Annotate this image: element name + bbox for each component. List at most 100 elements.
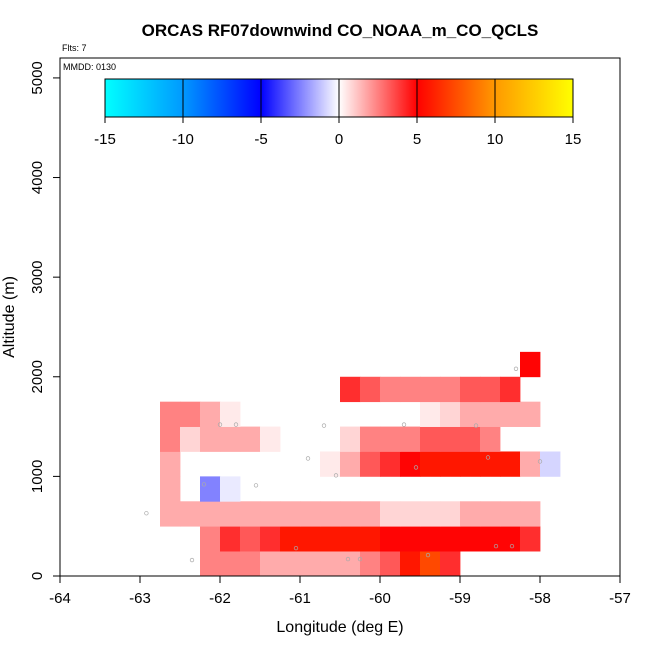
heatmap-cell bbox=[440, 501, 461, 527]
heatmap-cell bbox=[420, 426, 441, 452]
colorbar-tick-label: -10 bbox=[172, 131, 194, 148]
heatmap-cell bbox=[340, 501, 361, 527]
colorbar-tick-label: 0 bbox=[335, 131, 343, 148]
heatmap-cell bbox=[500, 401, 521, 427]
y-tick-label: 5000 bbox=[29, 61, 46, 94]
heatmap-cell bbox=[220, 501, 241, 527]
heatmap-cell bbox=[480, 501, 501, 527]
heatmap-cell bbox=[340, 426, 361, 452]
data-point bbox=[189, 557, 195, 563]
heatmap-cell bbox=[360, 376, 381, 403]
heatmap-cell bbox=[440, 526, 461, 552]
y-tick-label: 2000 bbox=[29, 360, 46, 393]
heatmap-cell bbox=[180, 426, 201, 452]
heatmap-cell bbox=[360, 526, 381, 552]
x-tick-label: -58 bbox=[529, 590, 551, 607]
heatmap-cell bbox=[520, 501, 541, 527]
heatmap-cell bbox=[360, 501, 381, 527]
data-point bbox=[537, 459, 543, 464]
data-point bbox=[509, 543, 515, 549]
heatmap-cell bbox=[280, 551, 301, 577]
x-axis-label: Longitude (deg E) bbox=[276, 619, 403, 636]
heatmap-cell bbox=[300, 551, 321, 577]
heatmap-cell bbox=[180, 401, 201, 427]
data-point bbox=[217, 422, 223, 427]
data-point bbox=[401, 422, 407, 427]
date-label: MMDD: 0130 bbox=[63, 62, 116, 72]
heatmap-cell bbox=[480, 451, 501, 477]
heatmap-cell bbox=[160, 476, 181, 502]
heatmap-cell bbox=[340, 376, 361, 403]
heatmap-cell bbox=[520, 526, 541, 552]
heatmap-cell bbox=[400, 426, 421, 452]
colorbar: -15 -10 -5 0 5 10 15 bbox=[94, 78, 581, 148]
heatmap-cell bbox=[380, 526, 401, 552]
heatmap-cell bbox=[400, 551, 421, 577]
data-point bbox=[425, 552, 431, 558]
heatmap-cell bbox=[220, 551, 241, 577]
heatmap-cell bbox=[180, 501, 201, 527]
heatmap-cell bbox=[400, 526, 421, 552]
heatmap-cell bbox=[440, 451, 461, 477]
heatmap-cell bbox=[520, 351, 541, 378]
heatmap-cell bbox=[300, 501, 321, 527]
data-point bbox=[333, 473, 339, 478]
x-tick-label: -64 bbox=[49, 590, 71, 607]
y-axis: 0 1000 2000 3000 4000 5000 bbox=[29, 61, 60, 580]
data-point bbox=[493, 543, 499, 549]
heatmap-cell bbox=[220, 476, 241, 502]
colorbar-ticks: -15 -10 -5 0 5 10 15 bbox=[94, 79, 581, 148]
chart-title: ORCAS RF07downwind CO_NOAA_m_CO_QCLS bbox=[142, 21, 539, 40]
heatmap-cell bbox=[480, 526, 501, 552]
heatmap-cell bbox=[460, 501, 481, 527]
x-tick-label: -57 bbox=[609, 590, 631, 607]
heatmap-cell bbox=[400, 451, 421, 477]
x-tick-label: -60 bbox=[369, 590, 391, 607]
x-tick-label: -61 bbox=[289, 590, 311, 607]
heatmap-cell bbox=[500, 501, 521, 527]
data-point bbox=[253, 483, 259, 488]
heatmap-cell bbox=[260, 501, 281, 527]
heatmap-cell bbox=[440, 426, 461, 452]
heatmap-cell bbox=[500, 376, 521, 403]
y-tick-label: 4000 bbox=[29, 161, 46, 194]
heatmap-cell bbox=[420, 551, 441, 577]
heatmap-cell bbox=[420, 451, 441, 477]
heatmap-cell bbox=[480, 426, 501, 452]
heatmap-cell bbox=[380, 551, 401, 577]
heatmap-cell bbox=[320, 526, 341, 552]
heatmap-cell bbox=[420, 401, 441, 427]
heatmap-cell bbox=[300, 526, 321, 552]
data-point bbox=[357, 556, 363, 562]
heatmap-cell bbox=[160, 451, 181, 477]
data-point bbox=[413, 465, 419, 470]
heatmap-cell bbox=[220, 401, 241, 427]
heatmap-cell bbox=[460, 401, 481, 427]
heatmap-cells bbox=[160, 351, 561, 577]
heatmap-cell bbox=[320, 451, 341, 477]
data-point bbox=[201, 482, 207, 487]
heatmap-cell bbox=[260, 526, 281, 552]
heatmap-cell bbox=[200, 401, 221, 427]
heatmap-cell bbox=[440, 551, 461, 577]
heatmap-cell bbox=[200, 551, 221, 577]
data-point bbox=[293, 545, 299, 551]
heatmap-cell bbox=[240, 526, 261, 552]
data-point bbox=[321, 423, 327, 428]
heatmap-cell bbox=[340, 526, 361, 552]
heatmap-cell bbox=[340, 451, 361, 477]
data-point bbox=[305, 456, 311, 461]
heatmap-cell bbox=[460, 451, 481, 477]
heatmap-cell bbox=[240, 426, 261, 452]
heatmap-cell bbox=[540, 451, 561, 477]
y-axis-label: Altitude (m) bbox=[1, 276, 18, 358]
colorbar-tick-label: -15 bbox=[94, 131, 116, 148]
data-point bbox=[345, 556, 351, 562]
heatmap-cell bbox=[380, 376, 401, 403]
heatmap-cell bbox=[500, 526, 521, 552]
data-point bbox=[144, 511, 149, 516]
heatmap-cell bbox=[260, 551, 281, 577]
heatmap-cell bbox=[440, 376, 461, 403]
heatmap-cell bbox=[500, 451, 521, 477]
